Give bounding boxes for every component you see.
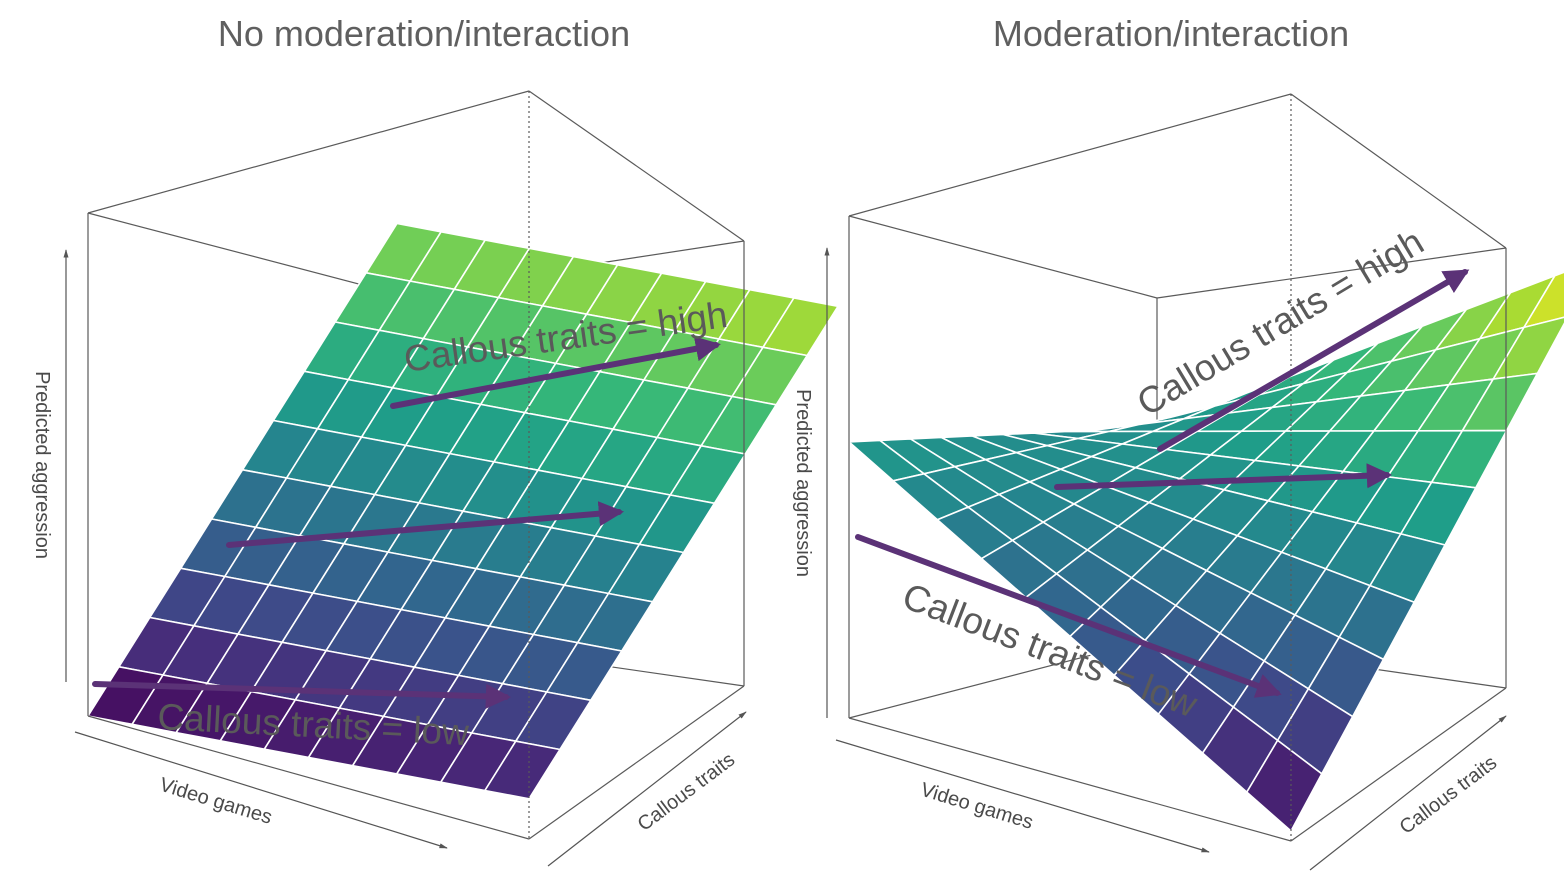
trend-arrow-low [92,681,512,709]
panel-moderation: Moderation/interaction Pre [792,13,1564,871]
x-axis-arrow [74,731,448,849]
trend-arrow-high [390,336,721,409]
z-axis-label: Predicted aggression [792,389,814,577]
trend-arrows [92,336,721,709]
y-axis-arrow [547,711,747,867]
y-axis-label: Callous traits [634,749,740,836]
surface-cell [1246,739,1323,832]
x-axis-label: Video games [918,779,1036,834]
trend-arrow-mid [1054,463,1393,490]
x-axis-arrow [835,739,1210,853]
trend-arrow-low [855,534,1282,698]
panel-no-moderation: No moderation/interaction [31,13,839,867]
trend-arrow-mid [226,501,625,548]
panel-title: Moderation/interaction [993,13,1349,54]
y-axis-arrow [1309,715,1507,871]
box-front-edges [87,91,745,840]
response-surface [87,222,839,800]
y-axis-label: Callous traits [1396,752,1502,839]
box-front-edges [848,94,1507,842]
axis-arrows [63,249,747,867]
axis-arrows [824,247,1507,871]
panel-title: No moderation/interaction [218,13,630,54]
trend-arrow-high [1157,269,1470,452]
x-axis-label: Video games [157,774,275,829]
z-axis-label: Predicted aggression [31,371,53,559]
trend-arrows [855,269,1470,698]
response-surface [848,271,1564,832]
surface-cell [484,740,561,800]
